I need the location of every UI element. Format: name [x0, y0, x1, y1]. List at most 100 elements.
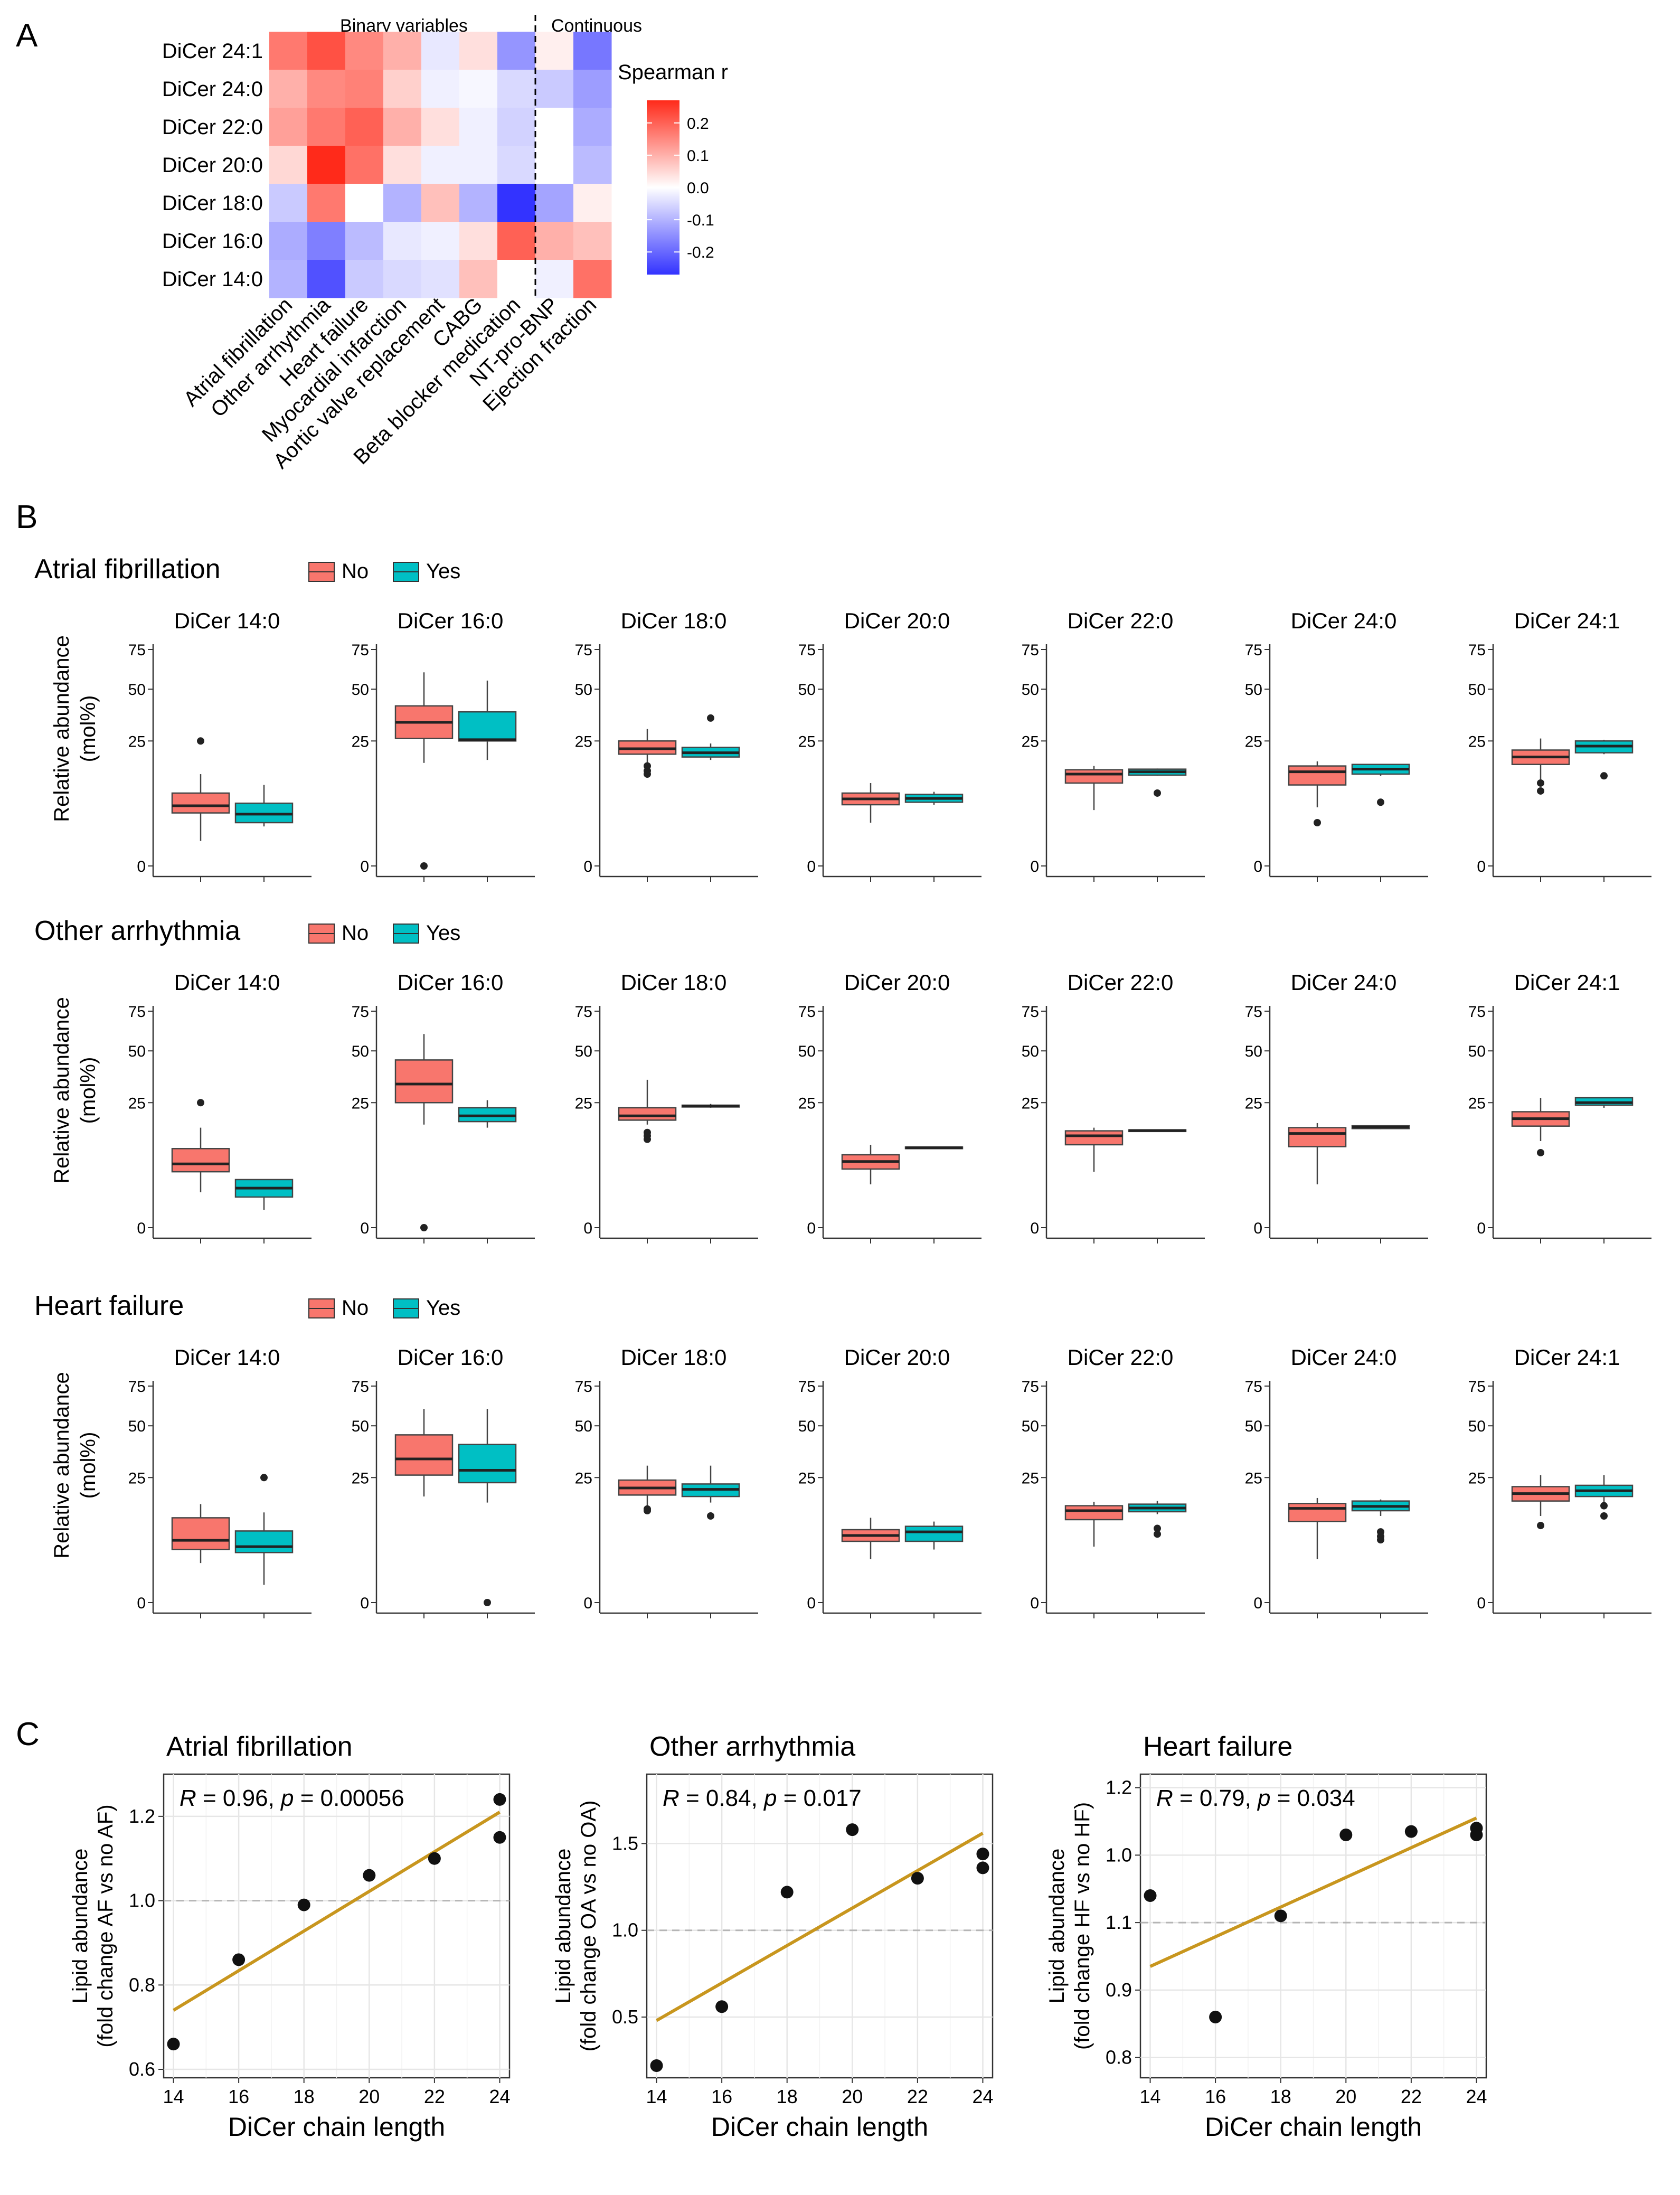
heatmap-cell — [345, 146, 384, 184]
boxplot-y-tick-label: 75 — [1245, 642, 1262, 659]
boxplot-y-tick-label: 25 — [798, 1469, 816, 1487]
boxplot-y-tick-label: 25 — [1022, 733, 1039, 750]
boxplot-y-tick-label: 75 — [798, 642, 816, 659]
boxplot-outlier-no — [1537, 779, 1544, 787]
scatter-point — [1339, 1829, 1353, 1841]
boxplot-y-tick-label: 25 — [1022, 1469, 1039, 1487]
boxplot-panel: DiCer 24:0 0 25 50 75 — [1245, 1345, 1428, 1618]
boxplot-row: Heart failure No Yes Relative abundance (mol… — [34, 1290, 1651, 1618]
boxplot-panel-title: DiCer 18:0 — [621, 1345, 727, 1370]
scatter-chart: Atrial fibrillation R = 0.96, p = 0.00056… — [69, 1731, 510, 2142]
heatmap-cell — [307, 70, 346, 108]
boxplot-y-tick-label: 50 — [128, 1418, 146, 1435]
heatmap-row-label: DiCer 24:0 — [162, 78, 263, 101]
boxplot-panel-title: DiCer 14:0 — [174, 608, 280, 633]
boxplot-panel-title: DiCer 20:0 — [844, 608, 950, 633]
scatter-point — [976, 1848, 989, 1861]
boxplot-y-tick-label: 25 — [798, 733, 816, 750]
scatter-point — [780, 1886, 794, 1899]
scatter-x-tick-label: 18 — [777, 2086, 798, 2107]
legend-label-no: No — [342, 560, 369, 583]
boxplot-y-tick-label: 50 — [1022, 1418, 1039, 1435]
heatmap-cell — [345, 70, 384, 108]
heatmap-legend-tick-label: 0.1 — [687, 147, 709, 165]
boxplot-panel-title: DiCer 24:1 — [1514, 970, 1620, 995]
heatmap-cell — [459, 184, 498, 222]
boxplot-y-tick-label: 75 — [1468, 1003, 1486, 1021]
boxplot-row: Other arrhythmia No Yes Relative abundance(… — [34, 916, 1651, 1243]
boxplot-box-yes — [458, 1444, 517, 1484]
heatmap-cell — [535, 70, 574, 108]
boxplot-y-tick-label: 75 — [1245, 1378, 1262, 1396]
boxplot-panel-title: DiCer 24:0 — [1291, 1345, 1397, 1370]
boxplot-y-tick-label: 0 — [583, 1220, 592, 1237]
scatter-xlabel: DiCer chain length — [228, 2112, 445, 2142]
boxplot-ylabel: Relative abundance — [50, 997, 73, 1184]
scatter-stat-p: p — [280, 1785, 294, 1811]
boxplot-panel: DiCer 24:0 0 25 50 75 — [1245, 970, 1428, 1243]
boxplot-box-no — [1288, 765, 1347, 786]
panel-label-b: B — [16, 499, 37, 535]
boxplot-y-tick-label: 50 — [128, 1043, 146, 1060]
boxplot-y-tick-label: 75 — [128, 1003, 146, 1021]
boxplot-box-no — [171, 792, 230, 814]
boxplot-y-tick-label: 0 — [137, 1595, 146, 1612]
boxplot-row-title: Other arrhythmia — [34, 916, 240, 946]
heatmap-cell — [421, 184, 460, 222]
boxplot-outlier-no — [644, 1135, 651, 1143]
boxplot-y-tick-label: 0 — [807, 1220, 816, 1237]
heatmap-cell — [459, 70, 498, 108]
heatmap-cell — [307, 222, 346, 260]
boxplot-box-no — [1064, 769, 1124, 784]
boxplot-y-tick-label: 50 — [1022, 681, 1039, 699]
boxplot-panel-title: DiCer 24:0 — [1291, 608, 1397, 633]
scatter-point — [167, 2038, 180, 2051]
boxplot-y-tick-label: 0 — [1477, 858, 1486, 875]
scatter-y-tick-label: 1.2 — [1106, 1777, 1132, 1798]
boxplot-y-tick-label: 50 — [1468, 1418, 1486, 1435]
heatmap-cell — [535, 146, 574, 184]
heatmap-cell — [497, 32, 536, 70]
heatmap-row-label: DiCer 20:0 — [162, 154, 263, 177]
heatmap-row-label: DiCer 14:0 — [162, 268, 263, 291]
scatter-chart: Other arrhythmia R = 0.84, p = 0.017 14 16 1… — [552, 1731, 993, 2142]
boxplot-outlier-no — [197, 1099, 204, 1107]
boxplot-box-no — [618, 1107, 677, 1121]
boxplot-y-tick-label: 75 — [1245, 1003, 1262, 1021]
boxplot-box-no — [1064, 1505, 1124, 1521]
boxplot-y-tick-label: 0 — [807, 1595, 816, 1612]
scatter-y-tick-label: 1.5 — [612, 1832, 638, 1854]
scatter-x-tick-label: 20 — [1335, 2086, 1356, 2107]
boxplot-ylabel: (mol%) — [77, 1432, 100, 1499]
boxplot-y-tick-label: 75 — [1468, 642, 1486, 659]
heatmap-cell — [383, 108, 422, 146]
boxplot-y-tick-label: 75 — [798, 1378, 816, 1396]
boxplot-y-tick-label: 25 — [128, 733, 146, 750]
boxplot-y-tick-label: 0 — [1030, 858, 1039, 875]
boxplot-box-yes — [234, 1530, 294, 1553]
boxplot-y-tick-label: 0 — [583, 858, 592, 875]
boxplot-y-tick-label: 75 — [1022, 642, 1039, 659]
heatmap-cell — [535, 108, 574, 146]
heatmap-cell — [269, 32, 308, 70]
scatter-ylabel: Lipid abundance — [69, 1849, 92, 2004]
scatter-stat-p: p — [1257, 1785, 1270, 1811]
heatmap-row-label: DiCer 18:0 — [162, 192, 263, 215]
scatter-point — [1274, 1909, 1287, 1923]
boxplot-y-tick-label: 25 — [1245, 1095, 1262, 1112]
scatter-x-tick-label: 16 — [711, 2086, 732, 2107]
boxplot-outlier-no — [420, 1224, 428, 1231]
boxplot-y-tick-label: 50 — [1022, 1043, 1039, 1060]
boxplot-panel-title: DiCer 22:0 — [1068, 970, 1174, 995]
heatmap-cell — [307, 260, 346, 298]
boxplot-outlier-yes — [1154, 789, 1161, 797]
scatter-title: Heart failure — [1143, 1731, 1292, 1762]
boxplot-y-tick-label: 50 — [352, 1043, 369, 1060]
heatmap-cell — [573, 260, 612, 298]
boxplot-panel: DiCer 14:0 0 25 50 75 — [128, 970, 312, 1243]
boxplot-panel-title: DiCer 20:0 — [844, 1345, 950, 1370]
legend-label-no: No — [342, 1296, 369, 1320]
heatmap-cell — [383, 222, 422, 260]
boxplot-row-title: Atrial fibrillation — [34, 554, 221, 585]
